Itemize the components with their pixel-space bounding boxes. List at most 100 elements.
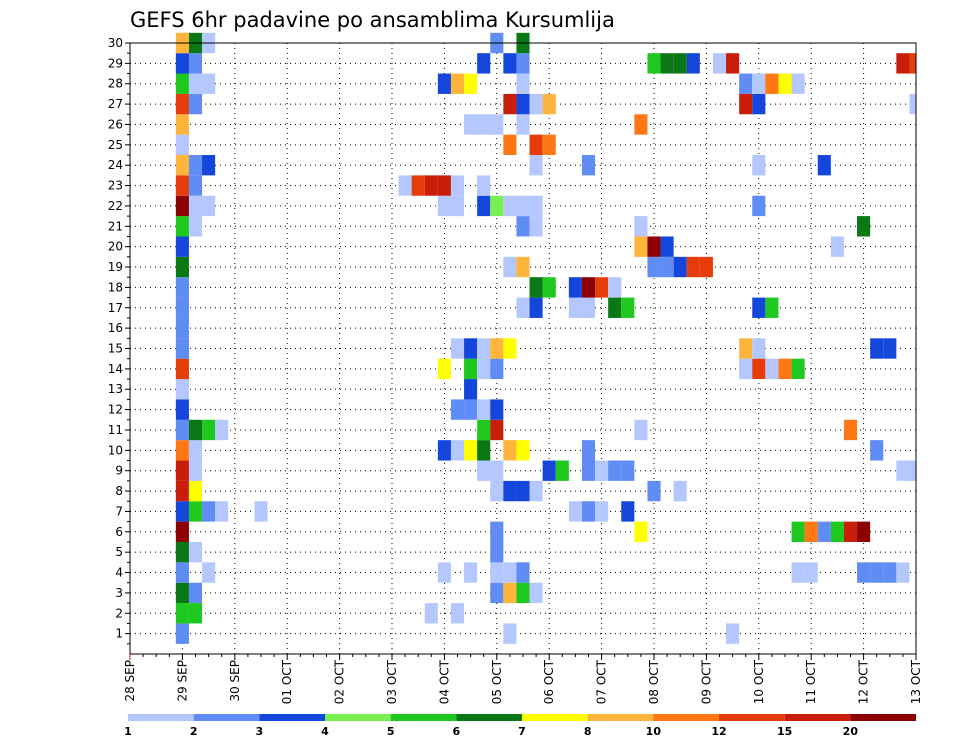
heatmap-cell bbox=[503, 623, 517, 644]
y-tick-label: 14 bbox=[108, 362, 123, 376]
heatmap-cell bbox=[503, 93, 517, 115]
heatmap-cell bbox=[175, 460, 189, 481]
heatmap-cell bbox=[699, 256, 713, 278]
heatmap-cell bbox=[450, 73, 465, 94]
heatmap-cell bbox=[752, 358, 766, 380]
heatmap-cell bbox=[175, 236, 189, 257]
heatmap-cell bbox=[673, 53, 687, 74]
y-tick-label: 21 bbox=[108, 219, 123, 233]
heatmap-cell bbox=[175, 256, 189, 278]
heatmap-cell bbox=[175, 175, 189, 196]
heatmap-cell bbox=[516, 53, 530, 74]
heatmap-cell bbox=[581, 277, 596, 298]
heatmap-cell bbox=[568, 277, 582, 298]
heatmap-cell bbox=[765, 73, 779, 94]
y-tick-label: 15 bbox=[108, 342, 123, 356]
heatmap-cell bbox=[529, 480, 543, 502]
heatmap-cell bbox=[752, 338, 766, 359]
heatmap-cell bbox=[503, 480, 517, 502]
y-tick-label: 1 bbox=[115, 627, 123, 641]
heatmap-cell bbox=[175, 541, 189, 563]
heatmap-cell bbox=[857, 521, 871, 542]
x-tick-label: 08 OCT bbox=[647, 659, 661, 704]
heatmap-cell bbox=[450, 440, 465, 461]
heatmap-cell bbox=[464, 379, 478, 400]
heatmap-cell bbox=[791, 562, 805, 583]
heatmap-cell bbox=[883, 562, 897, 583]
heatmap-cell bbox=[175, 603, 189, 624]
heatmap-cell bbox=[870, 338, 884, 359]
heatmap-cell bbox=[608, 277, 622, 298]
heatmap-cell bbox=[503, 440, 517, 461]
heatmap-cell bbox=[660, 236, 674, 257]
heatmap-cell bbox=[175, 521, 189, 542]
heatmap-cell bbox=[175, 338, 189, 359]
heatmap-cell bbox=[647, 53, 661, 74]
y-tick-label: 19 bbox=[108, 260, 123, 274]
heatmap-cell bbox=[503, 134, 517, 156]
heatmap-cell bbox=[647, 236, 661, 257]
heatmap-cell bbox=[188, 541, 203, 563]
heatmap-cell bbox=[712, 53, 727, 74]
heatmap-cell bbox=[870, 440, 884, 461]
heatmap-cell bbox=[555, 460, 569, 481]
heatmap-cell bbox=[765, 358, 779, 380]
heatmap-cell bbox=[804, 521, 818, 542]
heatmap-cell bbox=[464, 358, 478, 380]
heatmap-cell bbox=[450, 338, 465, 359]
heatmap-cell bbox=[490, 419, 504, 441]
heatmap-cell bbox=[464, 440, 478, 461]
heatmap-cell bbox=[857, 562, 871, 583]
heatmap-cell bbox=[490, 541, 504, 563]
colorbar-label: 5 bbox=[387, 725, 395, 738]
y-tick-label: 8 bbox=[115, 484, 123, 498]
colorbar-label: 1 bbox=[124, 725, 132, 738]
x-tick-label: 12 OCT bbox=[857, 659, 871, 704]
y-tick-label: 16 bbox=[108, 321, 123, 335]
colorbar-segment bbox=[719, 714, 785, 721]
heatmap-cell bbox=[503, 195, 517, 217]
heatmap-cell bbox=[516, 93, 530, 115]
y-tick-label: 18 bbox=[108, 280, 123, 294]
colorbar-label: 10 bbox=[646, 725, 662, 738]
heatmap-cell bbox=[581, 297, 596, 318]
colorbar-segment bbox=[522, 714, 588, 721]
heatmap-cell bbox=[202, 419, 216, 441]
heatmap-cell bbox=[202, 562, 216, 583]
y-tick-label: 7 bbox=[115, 504, 123, 518]
heatmap-cell bbox=[529, 195, 543, 217]
heatmap-cell bbox=[791, 358, 805, 380]
heatmap-cell bbox=[437, 175, 451, 196]
heatmap-cell bbox=[477, 195, 491, 217]
heatmap-cell bbox=[188, 216, 203, 237]
heatmap-cell bbox=[516, 480, 530, 502]
heatmap-cell bbox=[516, 440, 530, 461]
heatmap-cell bbox=[660, 53, 674, 74]
heatmap-cell bbox=[477, 53, 491, 74]
x-tick-label: 30 SEP bbox=[228, 660, 242, 702]
heatmap-cell bbox=[477, 175, 491, 196]
heatmap-cell bbox=[503, 256, 517, 278]
heatmap-cell bbox=[175, 195, 189, 217]
heatmap-cell bbox=[595, 460, 609, 481]
heatmap-cell bbox=[175, 155, 189, 176]
x-tick-label: 05 OCT bbox=[490, 659, 504, 704]
heatmap-cell bbox=[450, 195, 465, 217]
heatmap-cell bbox=[188, 195, 203, 217]
heatmap-cell bbox=[634, 419, 648, 441]
y-tick-label: 29 bbox=[108, 56, 123, 70]
heatmap-cell bbox=[529, 134, 543, 156]
colorbar-segment bbox=[128, 714, 194, 721]
heatmap-cell bbox=[175, 379, 189, 400]
x-tick-label: 07 OCT bbox=[595, 659, 609, 704]
heatmap-cell bbox=[490, 480, 504, 502]
heatmap-cell bbox=[516, 216, 530, 237]
heatmap-cell bbox=[175, 480, 189, 502]
heatmap-cell bbox=[529, 216, 543, 237]
heatmap-cell bbox=[188, 603, 203, 624]
y-tick-label: 13 bbox=[108, 382, 123, 396]
heatmap-cell bbox=[739, 93, 753, 115]
colorbar-label: 15 bbox=[777, 725, 792, 738]
heatmap-cell bbox=[477, 358, 491, 380]
y-tick-label: 4 bbox=[115, 566, 123, 580]
